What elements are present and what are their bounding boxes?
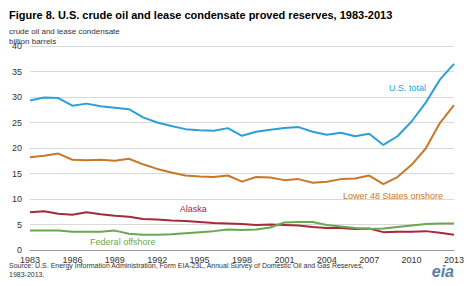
svg-text:15: 15: [12, 169, 22, 179]
svg-text:1986: 1986: [62, 254, 83, 265]
svg-text:2004: 2004: [316, 254, 337, 265]
svg-text:1983: 1983: [20, 254, 40, 265]
svg-text:5: 5: [17, 220, 22, 230]
svg-text:2013: 2013: [444, 254, 464, 265]
svg-text:Alaska: Alaska: [180, 204, 207, 214]
svg-text:Lower 48 States onshore: Lower 48 States onshore: [343, 191, 443, 201]
svg-text:crude oil and lease condensate: crude oil and lease condensate: [9, 27, 120, 36]
svg-text:2001: 2001: [274, 254, 295, 265]
svg-text:20: 20: [12, 143, 22, 153]
svg-text:0: 0: [17, 245, 22, 255]
svg-text:U.S. total: U.S. total: [389, 83, 426, 93]
svg-text:25: 25: [12, 118, 22, 128]
svg-text:eia: eia: [432, 263, 454, 280]
svg-text:2007: 2007: [359, 254, 380, 265]
svg-text:Source: U.S. Energy Informatio: Source: U.S. Energy Information Administ…: [9, 262, 363, 270]
svg-text:1995: 1995: [189, 254, 210, 265]
svg-text:1998: 1998: [232, 254, 252, 265]
svg-text:2010: 2010: [402, 255, 422, 265]
svg-text:35: 35: [12, 67, 22, 77]
svg-text:1989: 1989: [104, 254, 125, 265]
svg-text:Federal offshore: Federal offshore: [90, 237, 155, 247]
svg-text:1983-2013.: 1983-2013.: [9, 271, 44, 278]
svg-text:30: 30: [12, 92, 22, 102]
svg-text:billion barrels: billion barrels: [9, 37, 56, 46]
svg-text:10: 10: [12, 194, 22, 204]
svg-text:Figure 8. U.S. crude oil and l: Figure 8. U.S. crude oil and lease conde…: [9, 9, 392, 21]
svg-text:40: 40: [12, 41, 22, 51]
svg-text:1992: 1992: [147, 254, 168, 265]
